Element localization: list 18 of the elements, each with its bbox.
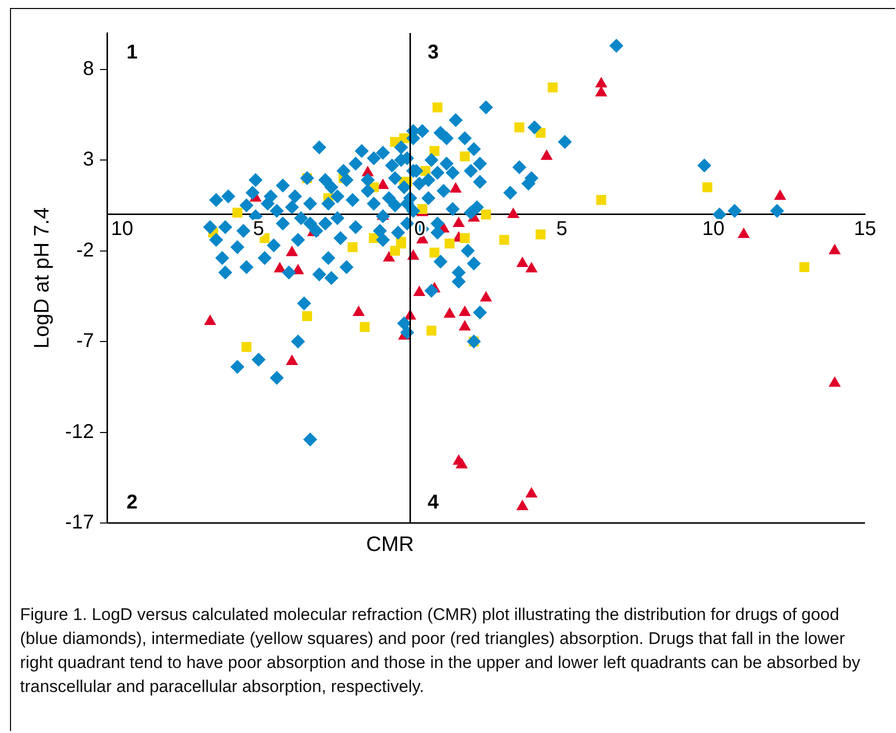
annotation: 4 [428,492,440,514]
caption: Figure 1. LogD versus calculated molecular refraction (CMR) plot illustrating the distribution for drugs of good (blue diamonds), intermediate (yellow squares) and poor (red triangles) absorption. Drugs that fall in the lower right quadrant tend to have poor absorption and those in the upper and lower left quadrants can be absorbed by transcellular and paracellular absorption, respectively. [20,604,862,698]
annotation: 3 [428,42,439,64]
y-tick-label: -12 [65,420,94,443]
x-tick-label: 5 [253,218,264,240]
x-tick-label: 10 [111,218,134,240]
y-tick-label: -7 [76,330,94,352]
y-tick-label: 3 [82,148,94,171]
x-tick-label: 15 [854,218,876,240]
x-axis-title: CMR [366,533,414,557]
x-tick-label: 5 [556,218,568,240]
y-tick-label: -2 [76,239,94,262]
annotation: 1 [126,42,138,64]
y-tick-label: -17 [65,512,94,534]
x-tick-label: 10 [702,218,725,240]
y-tick-label: 8 [82,58,94,80]
annotation: 2 [126,492,138,514]
y-axis-title: LogD at pH 7.4 [30,207,54,349]
